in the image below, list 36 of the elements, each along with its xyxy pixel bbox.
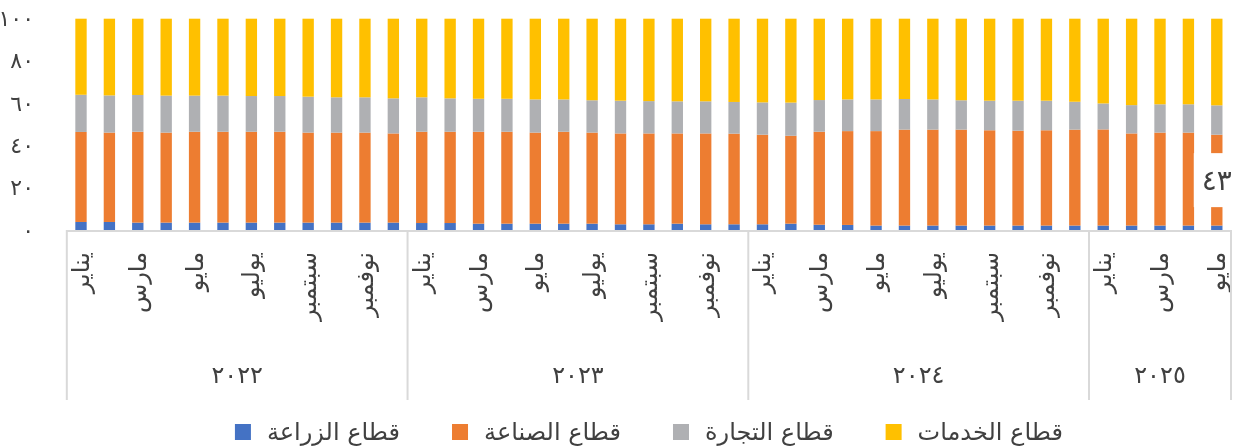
year-label: ٢٠٢٥ — [1134, 361, 1186, 389]
x-tick-label: سبتمبر — [634, 252, 663, 321]
y-tick-label: ٦٠ — [10, 90, 34, 116]
x-tick-label: سبتمبر — [294, 252, 323, 321]
x-tick-label: يناير — [407, 252, 436, 294]
y-tick-label: ١٠٠ — [0, 6, 34, 32]
x-tick-label: مايو — [862, 252, 891, 292]
x-tick-label: يوليو — [578, 252, 607, 299]
x-tick-label: يناير — [748, 252, 777, 294]
y-tick-label: ٢٠ — [10, 175, 34, 201]
x-tick-label: مارس — [123, 252, 152, 314]
year-label: ٢٠٢٢ — [211, 361, 263, 389]
x-tick-label: يناير — [1089, 252, 1118, 294]
year-label: ٢٠٢٣ — [552, 361, 604, 389]
legend-label: قطاع الصناعة — [484, 418, 621, 446]
legend-label: قطاع التجارة — [705, 418, 834, 446]
x-tick-label: نوفمبر — [350, 252, 379, 317]
x-tick-label: مايو — [521, 252, 550, 292]
x-tick-label: نوفمبر — [691, 252, 720, 317]
legend-label: قطاع الخدمات — [917, 418, 1063, 446]
x-tick-label: مايو — [1202, 252, 1231, 292]
x-tick-label: مارس — [805, 252, 834, 314]
x-tick-label: سبتمبر — [975, 252, 1004, 321]
y-tick-label: ٠ — [22, 217, 34, 243]
x-tick-label: نوفمبر — [1032, 252, 1061, 317]
y-tick-label: ٤٠ — [10, 133, 34, 158]
year-label: ٢٠٢٤ — [892, 361, 945, 389]
y-tick-label: ٨٠ — [10, 48, 34, 74]
x-tick-label: يوليو — [237, 252, 266, 299]
x-tick-label: مارس — [1146, 252, 1174, 314]
data-label: ٤٣ — [1201, 163, 1232, 197]
x-tick-label: مارس — [464, 252, 493, 314]
x-tick-label: يناير — [67, 252, 95, 294]
legend-label: قطاع الزراعة — [266, 418, 400, 446]
x-tick-label: مايو — [180, 252, 209, 292]
x-tick-label: يوليو — [918, 252, 947, 299]
